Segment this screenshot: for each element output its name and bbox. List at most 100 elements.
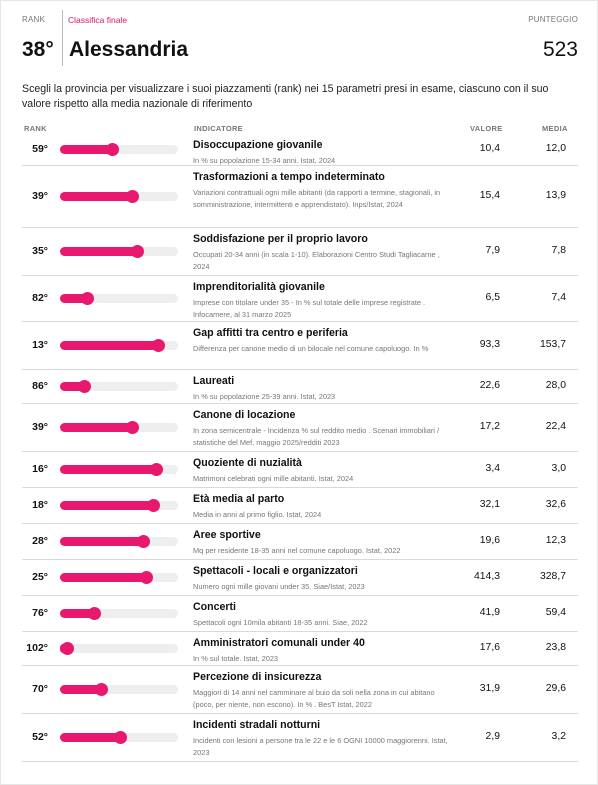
indicator-source: Matrimoni celebrati ogni mille abitanti.…	[193, 474, 354, 483]
table-row[interactable]: 82° Imprenditorialità giovanile Imprese co…	[22, 276, 578, 322]
rank-bar	[60, 683, 178, 696]
indicator-value: 6,5	[485, 292, 500, 303]
indicator-value: 22,6	[479, 380, 500, 391]
rank-bar-marker	[131, 245, 144, 258]
rank-bar-marker	[95, 683, 108, 696]
row-rank: 102°	[26, 642, 48, 654]
rank-bar-fill	[60, 685, 101, 694]
indicator-average: 12,0	[545, 143, 566, 154]
indicator-average: 28,0	[545, 380, 566, 391]
row-rank: 16°	[32, 463, 48, 475]
indicator-name: Percezione di insicurezza	[193, 671, 322, 683]
indicator-value: 93,3	[479, 339, 500, 350]
indicator-average: 153,7	[539, 339, 566, 350]
table-row[interactable]: 25° Spettacoli - locali e organizzatori Nu…	[22, 560, 578, 596]
rank-bar	[60, 292, 178, 305]
rank-bar-fill	[60, 382, 84, 391]
indicator-average: 3,2	[551, 731, 566, 742]
indicator-value: 414,3	[473, 571, 500, 582]
rank-bar-marker	[61, 642, 74, 655]
indicator-name: Spettacoli - locali e organizzatori	[193, 565, 358, 577]
indicator-name: Aree sportive	[193, 529, 261, 541]
rank-bar-marker	[152, 339, 165, 352]
indicator-source: Spettacoli ogni 10mila abitanti 18-35 an…	[193, 618, 368, 627]
rank-bar-marker	[137, 535, 150, 548]
indicator-value: 17,6	[479, 642, 500, 653]
col-header-value: VALORE	[470, 124, 503, 133]
rank-bar-marker	[126, 190, 139, 203]
indicator-average: 7,4	[551, 292, 566, 303]
table-row[interactable]: 76° Concerti Spettacoli ogni 10mila abitan…	[22, 596, 578, 632]
rank-label: RANK	[22, 15, 46, 24]
table-row[interactable]: 39° Trasformazioni a tempo indeterminato V…	[22, 166, 578, 228]
row-rank: 35°	[32, 245, 48, 257]
rank-bar-fill	[60, 537, 143, 546]
indicator-source: Media in anni al primo figlio. Istat, 20…	[193, 510, 322, 519]
table-row[interactable]: 16° Quoziente di nuzialità Matrimoni celeb…	[22, 452, 578, 488]
col-header-indicator: INDICATORE	[194, 124, 243, 133]
rank-bar	[60, 571, 178, 584]
indicator-name: Trasformazioni a tempo indeterminato	[193, 171, 385, 183]
indicator-value: 17,2	[479, 421, 500, 432]
table-row[interactable]: 59° Disoccupazione giovanile In % su popol…	[22, 134, 578, 166]
rank-bar-fill	[60, 733, 120, 742]
rank-bar-fill	[60, 465, 156, 474]
row-rank: 39°	[32, 421, 48, 433]
indicator-name: Imprenditorialità giovanile	[193, 281, 325, 293]
row-rank: 25°	[32, 571, 48, 583]
table-row[interactable]: 13° Gap affitti tra centro e periferia Dif…	[22, 322, 578, 370]
indicator-value: 32,1	[479, 499, 500, 510]
col-header-rank: RANK	[24, 124, 47, 133]
rank-bar-marker	[150, 463, 163, 476]
indicator-average: 13,9	[545, 190, 566, 201]
rank-bar	[60, 421, 178, 434]
intro-text: Scegli la provincia per visualizzare i s…	[22, 83, 549, 110]
rank-bar-fill	[60, 341, 158, 350]
rank-bar-marker	[78, 380, 91, 393]
rank-bar-fill	[60, 247, 137, 256]
rank-bar-marker	[114, 731, 127, 744]
indicator-name: Disoccupazione giovanile	[193, 139, 323, 151]
rank-bar-fill	[60, 423, 132, 432]
table-row[interactable]: 18° Età media al parto Media in anni al pr…	[22, 488, 578, 524]
indicator-name: Concerti	[193, 601, 236, 613]
indicator-name: Incidenti stradali notturni	[193, 719, 321, 731]
indicator-value: 15,4	[479, 190, 500, 201]
indicator-name: Amministratori comunali under 40	[193, 637, 365, 649]
row-rank: 13°	[32, 339, 48, 351]
province-name[interactable]: Alessandria	[69, 38, 189, 61]
table-row[interactable]: 102° Amministratori comunali under 40 In %…	[22, 632, 578, 666]
table-row[interactable]: 39° Canone di locazione In zona semicentra…	[22, 404, 578, 452]
table-row[interactable]: 70° Percezione di insicurezza Maggiori di …	[22, 666, 578, 714]
indicator-source: Maggiori di 14 anni nel camminare al bui…	[193, 688, 435, 709]
rank-bar	[60, 499, 178, 512]
indicator-average: 29,6	[545, 683, 566, 694]
indicator-average: 328,7	[539, 571, 566, 582]
table-row[interactable]: 28° Aree sportive Mq per residente 18-35 a…	[22, 524, 578, 560]
rank-bar-fill	[60, 192, 132, 201]
row-rank: 59°	[32, 143, 48, 155]
rank-bar	[60, 339, 178, 352]
table-row[interactable]: 35° Soddisfazione per il proprio lavoro Oc…	[22, 228, 578, 276]
row-rank: 82°	[32, 292, 48, 304]
indicator-average: 7,8	[551, 245, 566, 256]
rank-bar-fill	[60, 609, 94, 618]
rank-bar	[60, 642, 178, 655]
row-rank: 70°	[32, 683, 48, 695]
header-labels: RANK Classifica finale PUNTEGGIO	[22, 15, 578, 27]
table-row[interactable]: 86° Laureati In % su popolazione 25-39 ann…	[22, 370, 578, 404]
rank-bar-marker	[106, 143, 119, 156]
table-row[interactable]: 52° Incidenti stradali notturni Incidenti …	[22, 714, 578, 762]
row-rank: 86°	[32, 380, 48, 392]
col-header-average: MEDIA	[542, 124, 568, 133]
rank-bar	[60, 463, 178, 476]
row-rank: 28°	[32, 535, 48, 547]
row-rank: 18°	[32, 499, 48, 511]
indicator-name: Laureati	[193, 375, 235, 387]
indicator-source: In % su popolazione 25-39 anni. Istat, 2…	[193, 392, 336, 401]
rank-bar-fill	[60, 145, 112, 154]
indicator-name: Canone di locazione	[193, 409, 296, 421]
indicator-name: Soddisfazione per il proprio lavoro	[193, 233, 368, 245]
indicator-average: 23,8	[545, 642, 566, 653]
rank-bar	[60, 143, 178, 156]
